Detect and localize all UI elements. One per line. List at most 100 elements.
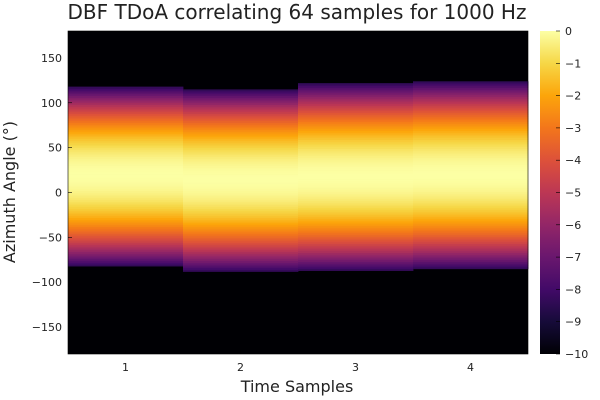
heatmap-cell [68,133,184,136]
heatmap-cell [183,219,299,222]
y-tick-label: −150 [32,321,62,334]
heatmap-cell [413,175,529,178]
heatmap-cell [183,102,299,105]
heatmap-cell [183,133,299,136]
heatmap-cell [183,100,299,104]
heatmap-cell [68,104,184,107]
heatmap-cell [183,147,299,150]
heatmap-cell [68,249,184,253]
heatmap-cell [183,237,299,240]
heatmap-cell [183,97,299,100]
heatmap-cell [68,197,184,201]
heatmap-cell [183,187,299,190]
heatmap-cell [183,131,299,134]
heatmap-cell [183,260,299,263]
heatmap-cell [183,194,299,197]
heatmap-cell [183,106,299,109]
heatmap-cell [298,132,414,135]
heatmap-cell [413,91,529,94]
heatmap-cell [183,127,299,131]
heatmap-cell [413,259,529,262]
heatmap-cell [413,143,529,146]
heatmap-cell [298,94,414,97]
heatmap-cell [298,222,414,225]
heatmap-cell [413,96,529,99]
chart-title: DBF TDoA correlating 64 samples for 1000… [68,0,527,24]
heatmap-cell [298,83,414,87]
heatmap-cell [183,206,299,210]
heatmap-cell [298,240,414,243]
heatmap-cell [413,157,529,160]
heatmap-cell [298,119,414,123]
colorbar-tick-label: 0 [565,25,572,38]
heatmap-cell [298,209,414,212]
heatmap-cell [68,257,184,260]
heatmap-cell [183,239,299,242]
heatmap-cell [413,89,529,92]
heatmap-cell [183,108,299,111]
heatmap-cell [298,112,414,115]
heatmap-cell [68,260,184,263]
heatmap-cell [68,217,184,220]
heatmap-cell [68,258,184,262]
heatmap-cell [183,142,299,145]
heatmap-cell [68,206,184,210]
heatmap-cell [298,128,414,131]
heatmap-cell [68,161,184,165]
heatmap-cell [183,248,299,251]
heatmap-cell [298,146,414,149]
heatmap-cell [298,256,414,259]
colorbar-tick-label: −10 [565,348,588,361]
heatmap-cell [68,151,184,154]
heatmap-cell [298,245,414,248]
y-tick-label: 0 [55,187,62,200]
heatmap-cell [68,240,184,244]
heatmap-cell [298,139,414,142]
heatmap-cell [183,197,299,201]
heatmap-cell [298,110,414,114]
heatmap-cell [183,267,299,271]
heatmap-cell [413,137,529,140]
x-tick-label: 1 [122,361,129,374]
heatmap-cell [413,103,529,106]
heatmap-cell [413,109,529,112]
heatmap-cell [183,199,299,202]
heatmap-cell [298,232,414,236]
heatmap-cell [413,241,529,245]
colorbar-tick-label: −3 [565,122,581,135]
heatmap-cell [298,116,414,119]
heatmap-cell [183,203,299,206]
heatmap-cell [183,169,299,172]
heatmap-cell [68,154,184,158]
heatmap-cell [413,193,529,196]
heatmap-cell [298,214,414,218]
x-axis: 1 2 3 4 [122,350,474,374]
heatmap-cell [413,238,529,241]
heatmap-cell [298,143,414,146]
heatmap-cell [298,157,414,160]
heatmap-cell [68,178,184,181]
heatmap-cell [68,117,184,120]
heatmap-cell [183,122,299,125]
heatmap-cell [68,135,184,138]
heatmap-cell [183,221,299,224]
heatmap-cell [68,251,184,254]
heatmap-cell [183,151,299,154]
x-tick-label: 3 [352,361,359,374]
heatmap-cell [183,185,299,188]
heatmap-cell [413,162,529,166]
heatmap-cell [183,258,299,262]
heatmap-cell [68,170,184,174]
heatmap-cell [413,98,529,101]
heatmap-cell [413,243,529,246]
heatmap-cell [413,148,529,151]
heatmap-cell [298,198,414,201]
heatmap-cell [183,231,299,235]
heatmap-cell [183,255,299,258]
heatmap-cell [68,122,184,125]
heatmap-cell [298,159,414,162]
heatmap-cell [183,167,299,170]
x-tick-label: 4 [467,361,474,374]
heatmap-cell [298,148,414,151]
